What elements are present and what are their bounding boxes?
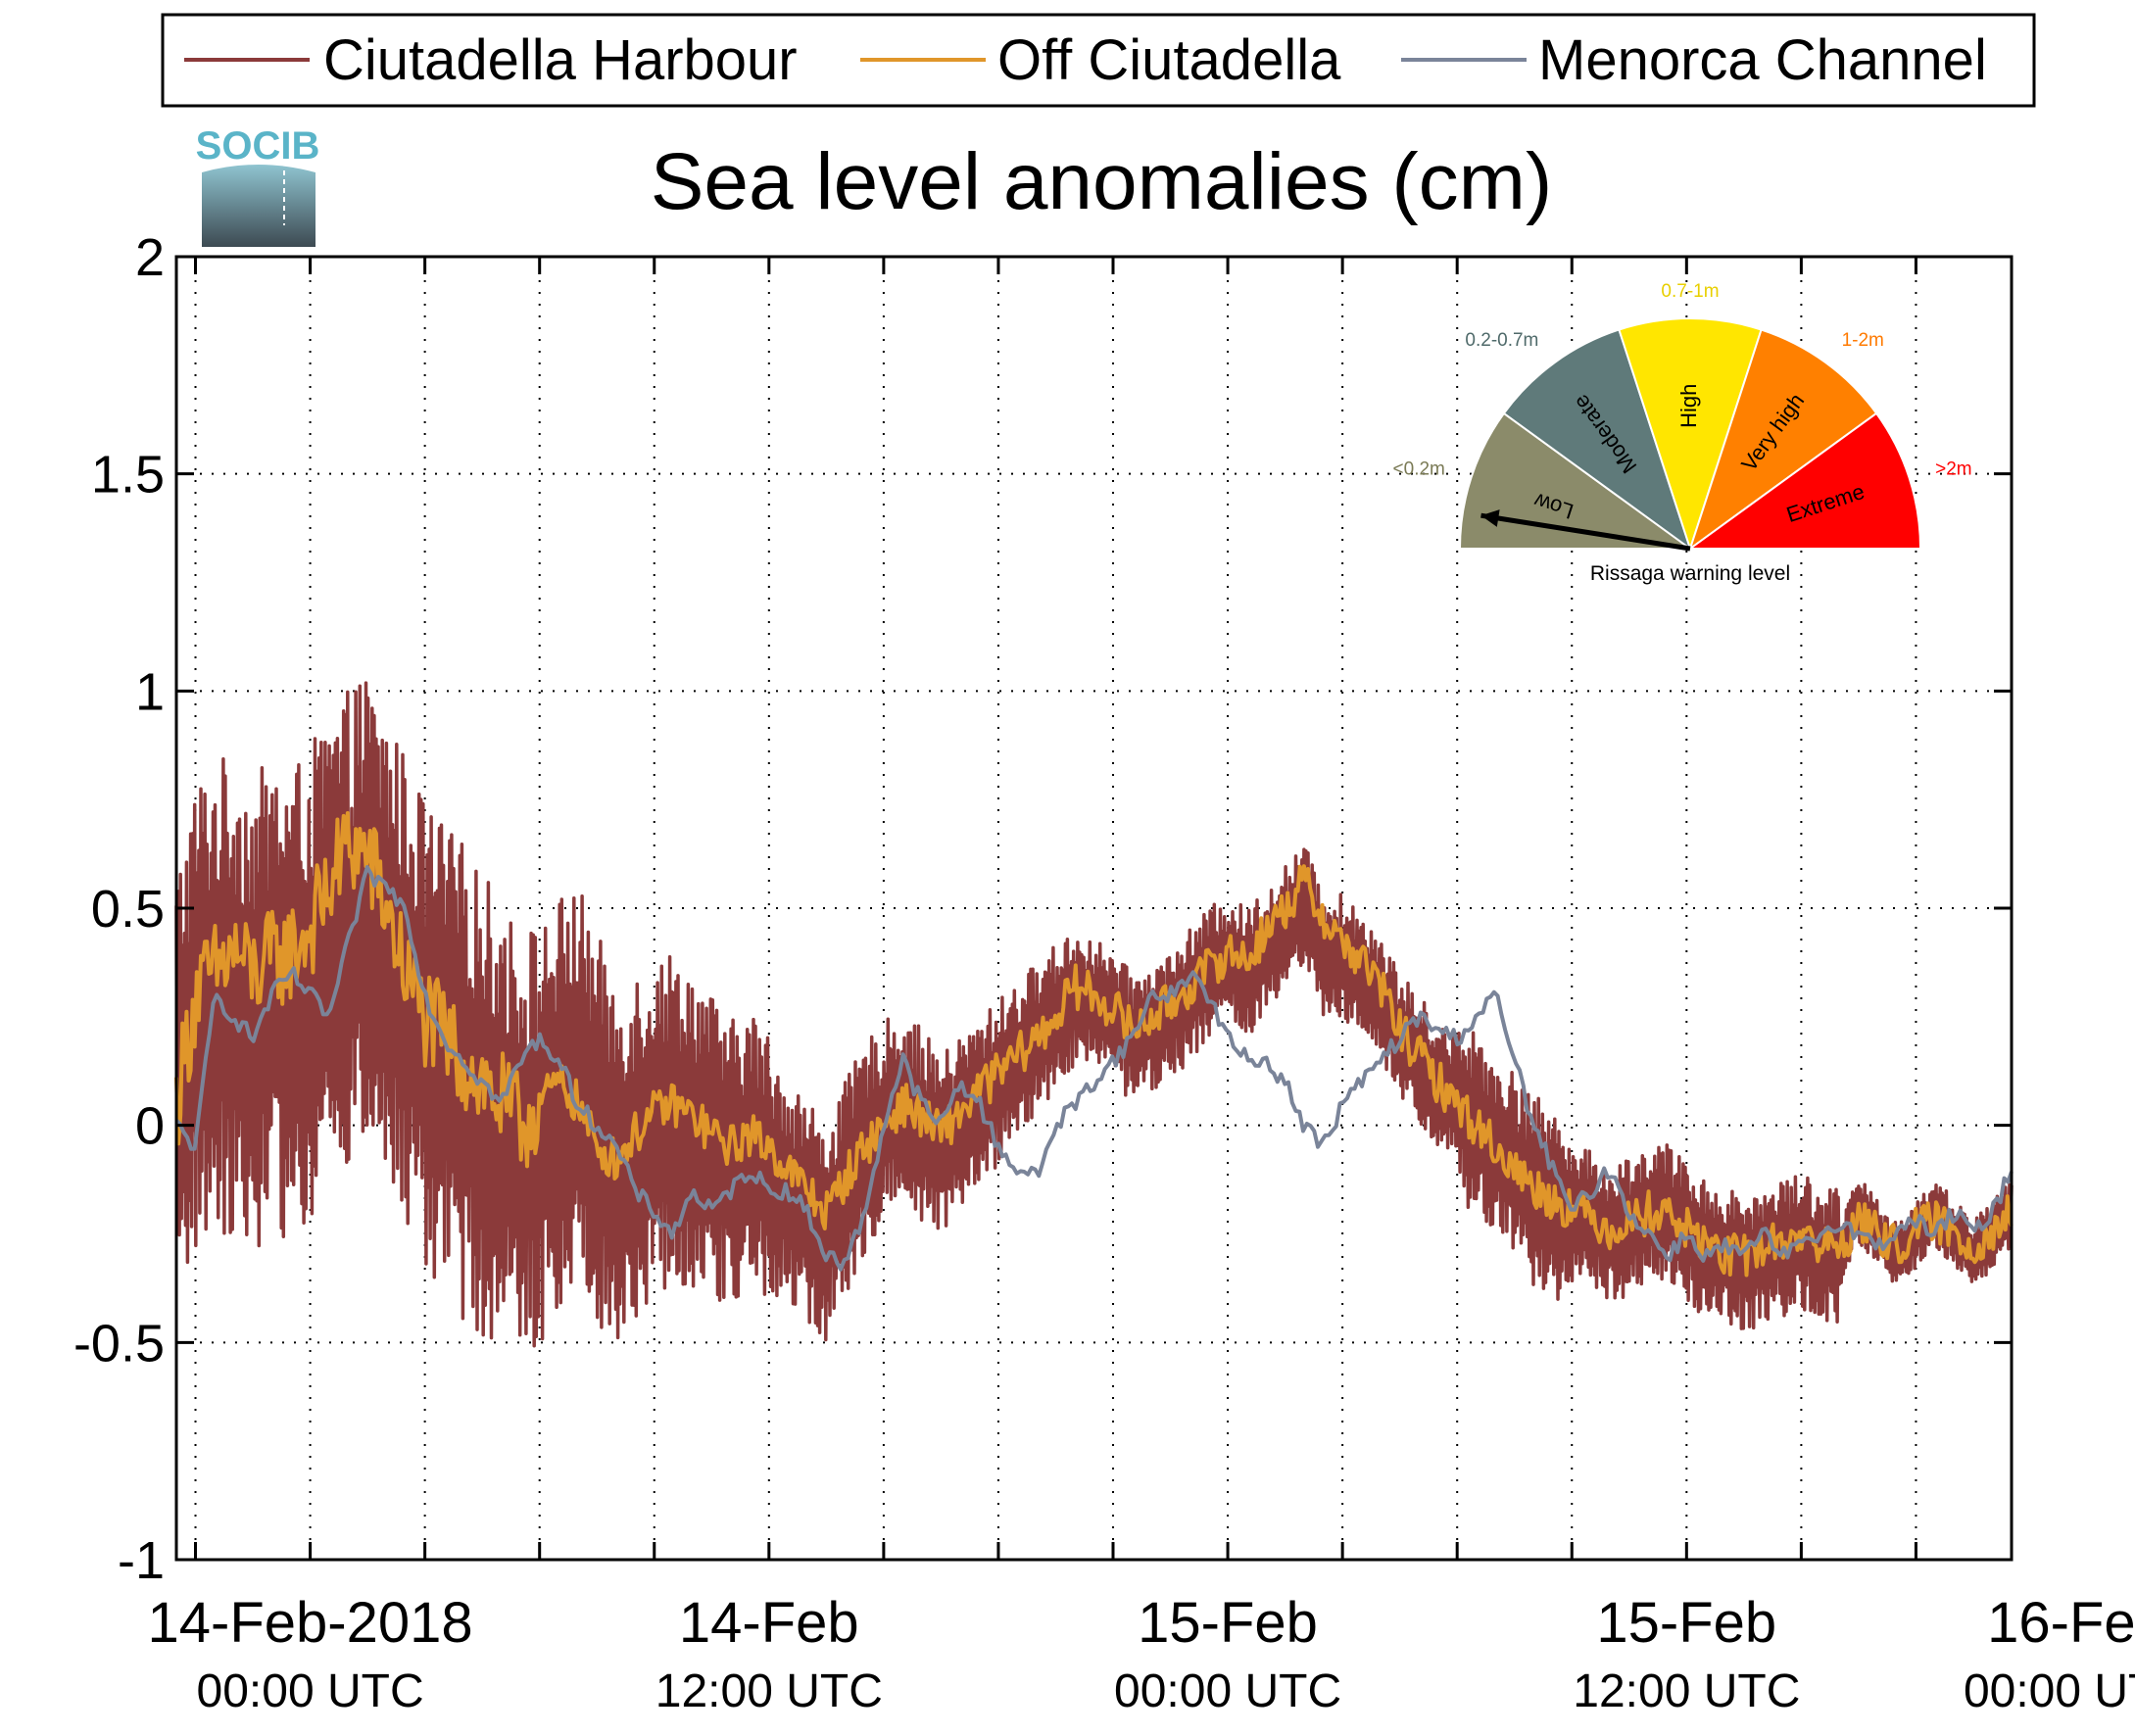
gauge-needle — [1480, 512, 1691, 552]
series-line-ciutadella-harbour — [174, 681, 2014, 1348]
gauge-sector-moderate — [1502, 328, 1692, 552]
legend-label-menorca-channel: Menorca Channel — [1538, 28, 1987, 92]
y-axis-labels: -1 -0.5 0 0.5 1 1.5 2 — [73, 228, 165, 1590]
y-tick-label: 1.5 — [91, 446, 165, 505]
x-date-label: 15-Feb — [1596, 1591, 1776, 1655]
y-tick-label: -1 — [118, 1531, 165, 1590]
x-date-label: 14-Feb-2018 — [148, 1591, 473, 1655]
x-axis-labels: 14-Feb-2018 00:00 UTC 14-Feb 12:00 UTC 15-Fe… — [148, 1591, 2135, 1717]
y-tick-label: 1 — [135, 662, 165, 721]
series-line-menorca-channel — [174, 865, 2014, 1272]
legend-box — [161, 13, 2036, 108]
x-time-label: 12:00 UTC — [655, 1665, 883, 1717]
x-time-label: 00:00 UTC — [1964, 1665, 2135, 1717]
x-date-label: 15-Feb — [1138, 1591, 1318, 1655]
gauge-range-label: <0.2m — [1393, 459, 1445, 480]
y-tick-label: 0.5 — [91, 880, 165, 939]
socib-logo-wave — [202, 165, 315, 247]
tick-marks — [176, 255, 2012, 1562]
legend-label-off-ciutadella: Off Ciutadella — [997, 28, 1341, 92]
chart-title: Sea level anomalies (cm) — [651, 137, 1553, 226]
x-time-label: 00:00 UTC — [1114, 1665, 1341, 1717]
y-tick-label: 2 — [135, 228, 165, 287]
legend-label-ciutadella-harbour: Ciutadella Harbour — [323, 28, 798, 92]
socib-logo-text: SOCIB — [196, 124, 320, 168]
gauge-range-label: 1-2m — [1842, 330, 1884, 351]
gauge-sector-very-high — [1688, 328, 1878, 552]
series-layer — [174, 681, 2014, 1348]
y-tick-label: -0.5 — [73, 1314, 165, 1373]
gauge-range-label: >2m — [1935, 459, 1972, 480]
gauge-sector-extreme — [1686, 411, 1922, 550]
gauge-sector-high — [1618, 317, 1763, 553]
x-date-label: 14-Feb — [679, 1591, 859, 1655]
gauge-sector-label: High — [1676, 384, 1701, 428]
x-time-label: 00:00 UTC — [197, 1665, 424, 1717]
gauge-range-label: 0.7-1m — [1661, 281, 1719, 302]
gauge-sector-low — [1458, 411, 1694, 550]
socib-logo: SOCIB — [196, 124, 320, 247]
x-date-label: 16-Feb — [1987, 1591, 2135, 1655]
x-time-label: 12:00 UTC — [1573, 1665, 1800, 1717]
gauge-range-label: 0.2-0.7m — [1465, 330, 1538, 351]
gauge-needle-head — [1480, 509, 1500, 527]
gauge-caption: Rissaga warning level — [1590, 562, 1790, 585]
legend: Ciutadella Harbour Off Ciutadella Menorc… — [161, 13, 2036, 108]
y-tick-label: 0 — [135, 1097, 165, 1156]
series-line-off-ciutadella — [174, 811, 2014, 1278]
